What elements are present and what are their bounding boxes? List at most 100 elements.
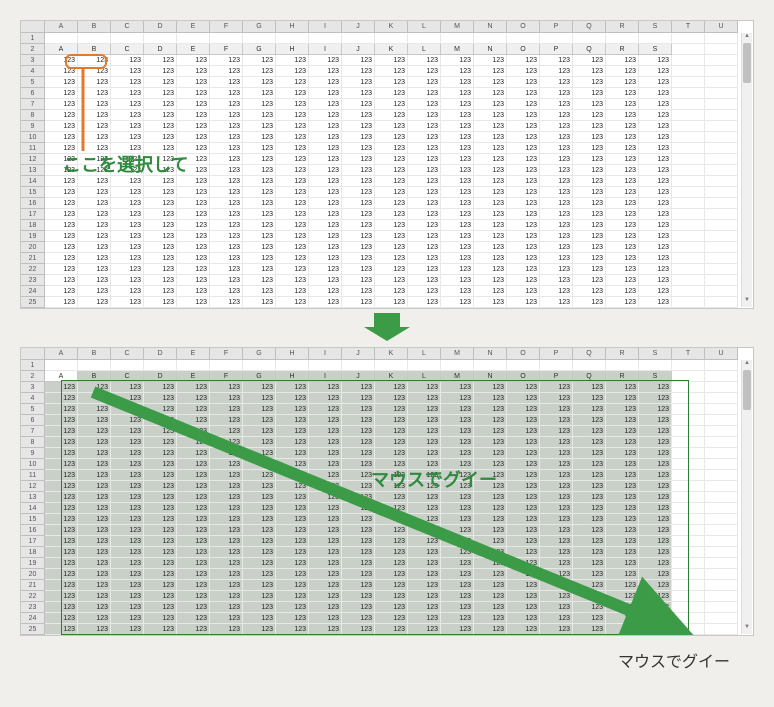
cell[interactable]: 123 [177,404,210,415]
cell[interactable]: H [276,371,309,382]
cell[interactable]: 123 [111,264,144,275]
cell[interactable]: 123 [45,209,78,220]
cell[interactable]: 123 [210,569,243,580]
cell[interactable]: 123 [276,209,309,220]
cell[interactable]: 123 [474,613,507,624]
cell[interactable]: 123 [408,231,441,242]
cell[interactable]: 123 [144,77,177,88]
cell[interactable]: 123 [606,187,639,198]
cell[interactable]: 123 [144,286,177,297]
cell[interactable]: 123 [243,132,276,143]
column-header[interactable]: J [342,348,375,360]
cell[interactable]: 123 [441,525,474,536]
cell[interactable] [705,121,738,132]
cell[interactable]: 123 [507,426,540,437]
cell[interactable]: 123 [78,198,111,209]
cell[interactable]: 123 [309,264,342,275]
cell[interactable]: 123 [540,536,573,547]
cell[interactable]: 123 [507,481,540,492]
cell[interactable]: 123 [210,415,243,426]
cell[interactable]: 123 [606,624,639,635]
cell[interactable]: 123 [507,503,540,514]
cell[interactable]: 123 [78,492,111,503]
scroll-up-icon[interactable]: ▲ [742,33,752,43]
cell[interactable]: 123 [573,558,606,569]
cell[interactable]: 123 [45,286,78,297]
cell[interactable]: 123 [78,536,111,547]
cell[interactable]: 123 [408,437,441,448]
cell[interactable]: 123 [474,77,507,88]
cell[interactable]: 123 [144,393,177,404]
cell[interactable]: 123 [639,231,672,242]
cell[interactable]: 123 [639,165,672,176]
cell[interactable] [705,448,738,459]
cell[interactable]: 123 [507,470,540,481]
vertical-scrollbar[interactable]: ▲ ▼ [741,33,752,307]
cell[interactable] [705,55,738,66]
cell[interactable]: 123 [606,253,639,264]
cell[interactable]: 123 [441,242,474,253]
cell[interactable]: 123 [639,404,672,415]
cell[interactable] [276,360,309,371]
cell[interactable]: 123 [45,198,78,209]
cell[interactable]: 123 [144,187,177,198]
column-header[interactable]: L [408,348,441,360]
cell[interactable]: 123 [309,66,342,77]
cell[interactable]: 123 [441,624,474,635]
cell[interactable]: 123 [342,297,375,308]
cell[interactable]: 123 [639,503,672,514]
cell[interactable]: 123 [144,525,177,536]
cell[interactable]: 123 [606,547,639,558]
cell[interactable] [672,165,705,176]
cell[interactable]: 123 [639,437,672,448]
cell[interactable]: 123 [507,404,540,415]
cell[interactable]: 123 [474,393,507,404]
cell[interactable]: 123 [309,613,342,624]
column-header[interactable]: R [606,348,639,360]
cell[interactable]: 123 [210,143,243,154]
cell[interactable]: 123 [375,448,408,459]
cell[interactable]: 123 [573,437,606,448]
cell[interactable]: 123 [111,569,144,580]
cell[interactable]: 123 [375,66,408,77]
cell[interactable]: G [243,44,276,55]
cell[interactable]: 123 [111,253,144,264]
cell[interactable]: 123 [342,242,375,253]
cell[interactable]: 123 [177,176,210,187]
cell[interactable]: 123 [441,393,474,404]
row-header[interactable]: 5 [21,404,45,415]
cell[interactable]: 123 [639,415,672,426]
cell[interactable]: 123 [606,503,639,514]
cell[interactable]: 123 [111,558,144,569]
cell[interactable]: 123 [540,404,573,415]
cell[interactable] [441,360,474,371]
cell[interactable]: 123 [309,404,342,415]
cell[interactable]: N [474,371,507,382]
cell[interactable]: I [309,44,342,55]
cell[interactable]: 123 [573,154,606,165]
cell[interactable]: 123 [309,187,342,198]
cell[interactable]: 123 [177,481,210,492]
cell[interactable] [342,360,375,371]
cell[interactable]: 123 [441,448,474,459]
cell[interactable]: 123 [342,209,375,220]
cell[interactable]: 123 [78,547,111,558]
cell[interactable]: 123 [210,426,243,437]
cell[interactable]: 123 [441,569,474,580]
cell[interactable]: 123 [243,525,276,536]
cell[interactable]: 123 [375,624,408,635]
cell[interactable]: 123 [243,143,276,154]
cell[interactable] [606,33,639,44]
cell[interactable]: 123 [507,231,540,242]
cell[interactable]: 123 [45,404,78,415]
cell[interactable]: 123 [144,88,177,99]
cell[interactable]: 123 [573,253,606,264]
cell[interactable] [408,33,441,44]
row-header[interactable]: 17 [21,209,45,220]
cell[interactable]: 123 [309,209,342,220]
cell[interactable]: 123 [243,165,276,176]
cell[interactable]: 123 [639,558,672,569]
cell[interactable]: 123 [177,437,210,448]
cell[interactable]: 123 [276,448,309,459]
cell[interactable]: 123 [177,132,210,143]
